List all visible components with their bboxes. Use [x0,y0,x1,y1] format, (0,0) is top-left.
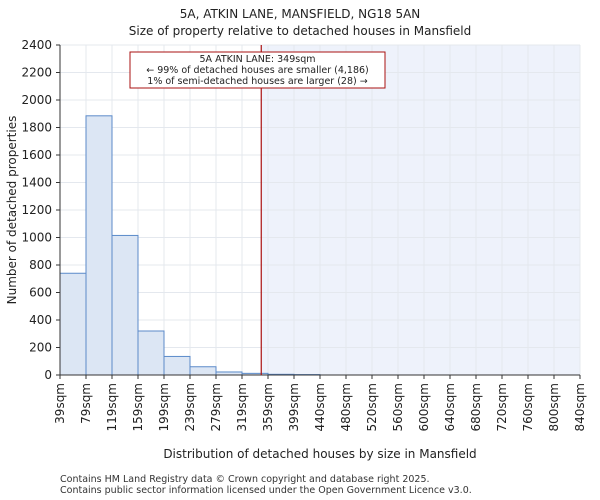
y-axis-label: Number of detached properties [5,116,19,305]
bar-199sqm [163,355,191,376]
annotation-box [129,51,386,89]
x-tick-label-399sqm: 399sqm [287,383,301,431]
y-tick-label-5: 1000 [21,231,52,245]
y-tick-label-7: 1400 [21,176,52,190]
y-tick-label-4: 800 [29,258,52,272]
x-tick-label-159sqm: 159sqm [131,383,145,431]
x-tick-label-840sqm: 840sqm [573,383,587,431]
x-axis-label: Distribution of detached houses by size … [163,447,476,461]
x-tick-label-359sqm: 359sqm [261,383,275,431]
x-tick-label-319sqm: 319sqm [235,383,249,431]
y-tick-label-8: 1600 [21,148,52,162]
y-tick-label-6: 1200 [21,203,52,217]
y-tick-label-10: 2000 [21,93,52,107]
x-tick-label-520sqm: 520sqm [365,383,379,431]
chart-subtitle: Size of property relative to detached ho… [128,24,472,38]
x-tick-label-640sqm: 640sqm [443,383,457,431]
x-tick-label-560sqm: 560sqm [391,383,405,431]
x-tick-label-79sqm: 79sqm [79,383,93,424]
annotation-line-2: ← 99% of detached houses are smaller (4,… [146,65,369,76]
footer-line-1: Contains HM Land Registry data © Crown c… [60,474,430,485]
y-tick-label-12: 2400 [21,38,52,52]
bar-159sqm [137,330,165,376]
x-tick-label-199sqm: 199sqm [157,383,171,431]
chart-title: 5A, ATKIN LANE, MANSFIELD, NG18 5AN [179,7,421,21]
footer-line-2: Contains public sector information licen… [60,485,472,496]
x-tick-label-800sqm: 800sqm [547,383,561,431]
x-tick-label-119sqm: 119sqm [105,383,119,431]
x-tick-label-600sqm: 600sqm [417,383,431,431]
x-tick-label-480sqm: 480sqm [339,383,353,431]
bar-39sqm [59,272,87,376]
y-tick-label-1: 200 [29,341,52,355]
y-tick-label-2: 400 [29,313,52,327]
x-tick-label-39sqm: 39sqm [53,383,67,424]
y-tick-label-11: 2200 [21,66,52,80]
x-tick-label-760sqm: 760sqm [521,383,535,431]
x-tick-label-279sqm: 279sqm [209,383,223,431]
annotation-line-1: 5A ATKIN LANE: 349sqm [200,54,316,65]
x-tick-label-720sqm: 720sqm [495,383,509,431]
y-tick-label-3: 600 [29,286,52,300]
bar-79sqm [85,115,113,376]
x-tick-label-440sqm: 440sqm [313,383,327,431]
bar-119sqm [111,234,139,376]
y-tick-label-9: 1800 [21,121,52,135]
annotation-line-3: 1% of semi-detached houses are larger (2… [147,76,367,87]
bar-239sqm [189,366,217,376]
y-tick-label-0: 0 [44,368,52,382]
x-tick-label-239sqm: 239sqm [183,383,197,431]
x-tick-label-680sqm: 680sqm [469,383,483,431]
